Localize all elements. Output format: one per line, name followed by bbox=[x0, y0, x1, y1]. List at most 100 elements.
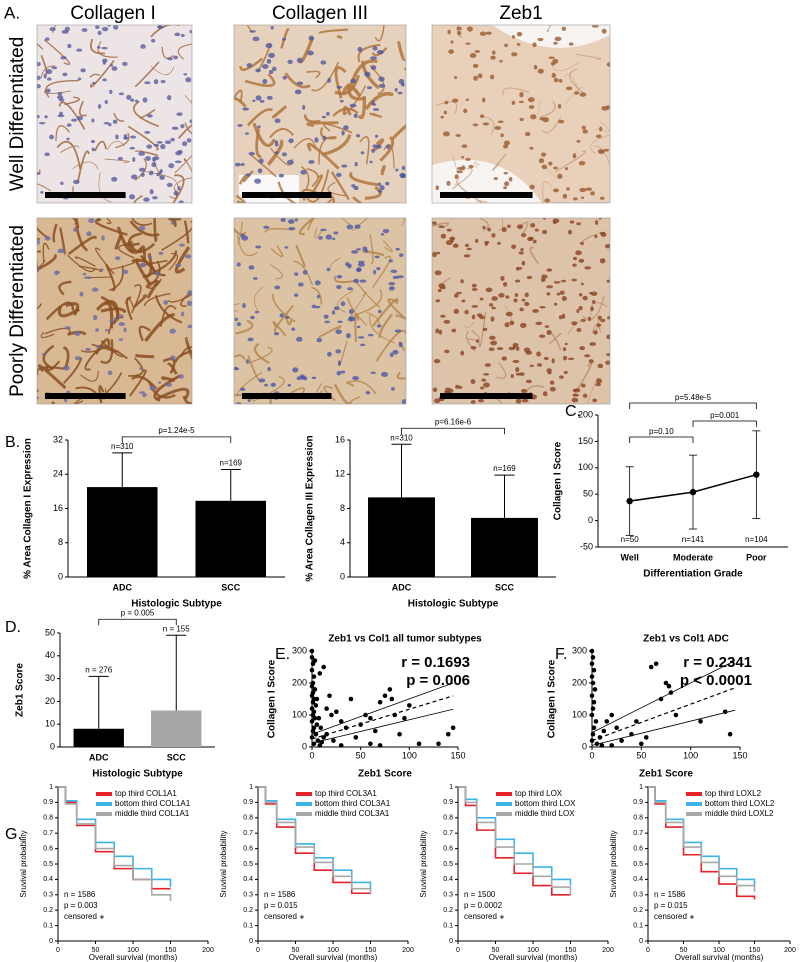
nucleus bbox=[45, 37, 50, 41]
x-tick-label: ADC bbox=[113, 582, 133, 592]
fiber bbox=[80, 370, 99, 382]
y-axis-label: Sruvival probability bbox=[419, 830, 428, 897]
nucleus bbox=[37, 61, 41, 67]
x-tick-label: 100 bbox=[713, 947, 725, 954]
x-tick-label: 0 bbox=[309, 750, 314, 760]
nucleus bbox=[446, 228, 452, 232]
nucleus bbox=[307, 50, 314, 56]
nucleus bbox=[499, 59, 503, 63]
nucleus bbox=[497, 241, 501, 245]
nucleus bbox=[530, 223, 536, 228]
bar bbox=[195, 500, 267, 577]
nucleus bbox=[139, 367, 143, 370]
nucleus bbox=[532, 309, 539, 313]
nucleus bbox=[250, 315, 255, 320]
micrograph bbox=[432, 25, 610, 203]
point bbox=[317, 671, 323, 676]
nucleus bbox=[490, 55, 496, 60]
fiber bbox=[40, 331, 55, 339]
point bbox=[402, 715, 407, 721]
nucleus bbox=[547, 371, 552, 375]
nucleus bbox=[514, 279, 521, 283]
x-tick-label: 100 bbox=[402, 750, 417, 760]
point bbox=[309, 719, 315, 724]
nucleus bbox=[401, 399, 406, 404]
nucleus bbox=[288, 227, 296, 231]
fiber bbox=[306, 142, 340, 170]
nucleus bbox=[481, 378, 487, 382]
nucleus bbox=[432, 221, 437, 225]
nucleus bbox=[435, 328, 440, 334]
nucleus bbox=[142, 97, 148, 103]
nucleus bbox=[544, 325, 550, 328]
y-tick-label: 12 bbox=[335, 469, 345, 479]
fiber bbox=[37, 303, 42, 310]
point bbox=[309, 683, 315, 689]
fiber bbox=[352, 196, 363, 203]
nucleus bbox=[257, 168, 263, 174]
nucleus bbox=[553, 41, 558, 45]
nucleus bbox=[252, 36, 260, 42]
nucleus bbox=[266, 95, 273, 100]
nucleus bbox=[455, 134, 462, 137]
annotation: p = 0.0002 bbox=[464, 901, 503, 910]
fiber bbox=[161, 46, 174, 59]
nucleus bbox=[37, 114, 40, 119]
y-tick-label: 0.1 bbox=[43, 922, 53, 929]
nucleus bbox=[345, 262, 350, 267]
nucleus bbox=[93, 314, 98, 321]
fiber bbox=[129, 220, 160, 237]
nucleus bbox=[580, 241, 584, 246]
regression-line bbox=[311, 695, 454, 740]
nucleus bbox=[440, 314, 446, 318]
nucleus bbox=[456, 291, 462, 295]
x-tick-label: 150 bbox=[732, 750, 747, 760]
fiber bbox=[280, 28, 290, 49]
nucleus bbox=[333, 231, 339, 235]
nucleus bbox=[91, 287, 99, 292]
fiber bbox=[148, 381, 176, 399]
nucleus bbox=[596, 378, 603, 384]
nucleus bbox=[390, 387, 395, 391]
nucleus bbox=[579, 92, 587, 97]
fiber bbox=[145, 279, 158, 290]
fiber bbox=[37, 134, 38, 136]
y-tick-label: 0 bbox=[639, 938, 643, 945]
nucleus bbox=[371, 148, 376, 153]
nucleus bbox=[447, 388, 454, 394]
fiber bbox=[352, 289, 383, 317]
nucleus bbox=[572, 393, 580, 397]
scale-bar bbox=[440, 393, 533, 399]
fiber bbox=[467, 330, 480, 341]
nucleus bbox=[373, 269, 377, 275]
point bbox=[314, 696, 320, 702]
nucleus bbox=[360, 343, 366, 347]
nucleus bbox=[163, 300, 169, 305]
fiber bbox=[167, 218, 182, 221]
nucleus bbox=[103, 121, 110, 125]
nucleus bbox=[376, 324, 382, 328]
fiber bbox=[396, 41, 406, 62]
nucleus bbox=[580, 196, 585, 199]
nucleus bbox=[242, 107, 250, 111]
nucleus bbox=[327, 77, 331, 83]
fiber bbox=[234, 227, 247, 236]
significance-bracket bbox=[98, 618, 177, 626]
fiber bbox=[51, 401, 56, 404]
nucleus bbox=[575, 250, 582, 256]
legend-swatch bbox=[96, 792, 112, 796]
legend-swatch bbox=[686, 812, 702, 816]
nucleus bbox=[274, 151, 279, 154]
nucleus bbox=[359, 279, 367, 283]
nucleus bbox=[346, 224, 354, 230]
point bbox=[331, 738, 336, 743]
y-tick-label: 0.8 bbox=[43, 815, 53, 822]
nucleus bbox=[271, 66, 277, 72]
nucleus bbox=[45, 88, 51, 93]
nucleus bbox=[117, 156, 123, 161]
fiber bbox=[504, 305, 512, 323]
y-tick-label: 0 bbox=[582, 741, 587, 751]
nucleus bbox=[540, 152, 547, 157]
nucleus bbox=[521, 398, 529, 403]
nucleus bbox=[253, 277, 258, 280]
